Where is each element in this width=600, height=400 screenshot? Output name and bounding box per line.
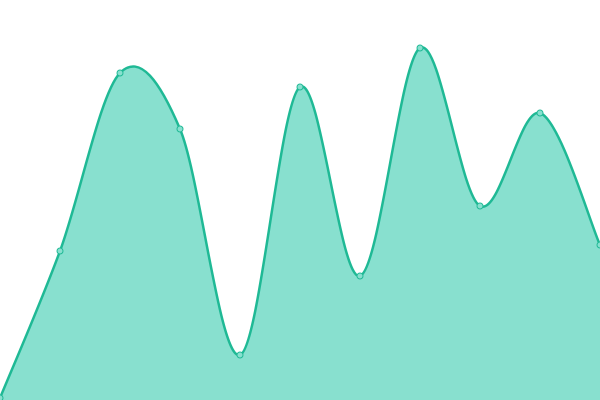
- point: [116, 69, 124, 77]
- point: [296, 83, 304, 91]
- point: [176, 125, 184, 133]
- point: [596, 241, 600, 249]
- point: [416, 44, 424, 52]
- area-fill: [0, 47, 600, 400]
- point: [476, 202, 484, 210]
- point: [536, 109, 544, 117]
- point: [56, 247, 64, 255]
- point: [0, 394, 4, 400]
- point: [356, 272, 364, 280]
- point: [236, 351, 244, 359]
